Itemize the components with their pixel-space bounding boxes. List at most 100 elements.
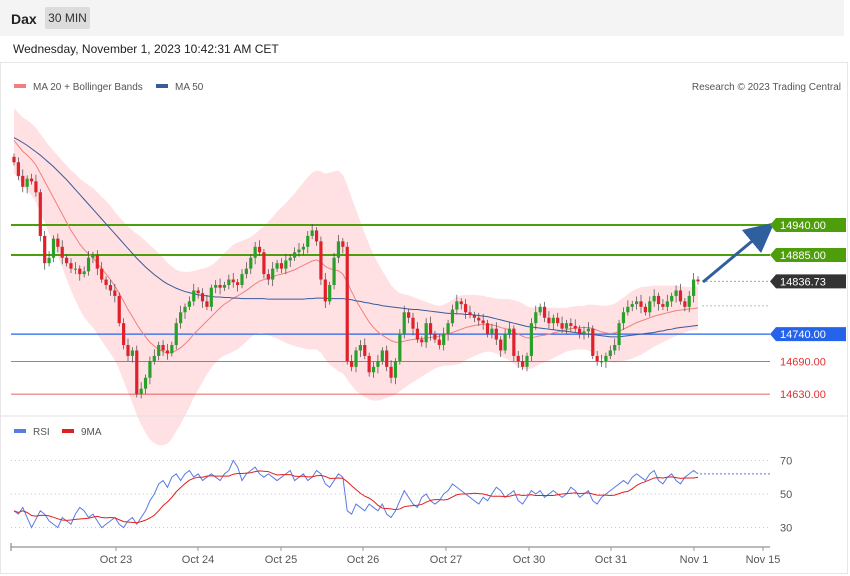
candle-down xyxy=(69,263,73,269)
candle-down xyxy=(126,345,130,356)
candle-down xyxy=(43,235,47,264)
candle-down xyxy=(196,290,200,294)
timeframe-button[interactable]: 30 MIN xyxy=(45,7,90,29)
candle-down xyxy=(656,295,661,305)
candle-down xyxy=(591,328,595,356)
candle-up xyxy=(192,290,196,302)
candle-up xyxy=(240,274,244,286)
rsi-legend-label: 9MA xyxy=(81,427,102,438)
level-tag-bg xyxy=(770,217,846,232)
candle-down xyxy=(481,320,485,324)
candle-up xyxy=(25,178,29,187)
credit-text: Research © 2023 Trading Central xyxy=(692,82,841,93)
candle-down xyxy=(350,361,354,367)
projection-arrow xyxy=(702,222,775,284)
x-axis-label: Nov 15 xyxy=(746,554,781,566)
candle-up xyxy=(652,295,656,302)
candle-down xyxy=(499,339,503,351)
candle-down xyxy=(117,295,121,324)
x-axis-label: Oct 27 xyxy=(430,554,462,566)
instrument-title: Dax xyxy=(11,11,37,27)
level-tag-bg xyxy=(770,248,846,262)
candle-up xyxy=(398,334,402,362)
candle-down xyxy=(512,328,516,356)
legend-label: MA 20 + Bollinger Bands xyxy=(33,82,143,93)
candle-down xyxy=(683,301,687,307)
candle-up xyxy=(564,323,569,329)
candle-down xyxy=(56,238,60,247)
candle-down xyxy=(477,317,481,321)
candle-down xyxy=(266,274,270,280)
candle-up xyxy=(249,257,253,269)
candle-up xyxy=(604,355,608,362)
candle-down xyxy=(161,345,165,351)
candle-up xyxy=(534,312,538,324)
candle-up xyxy=(442,334,446,346)
candle-up xyxy=(538,306,542,313)
candle-down xyxy=(363,345,367,356)
candle-down xyxy=(60,246,64,258)
rsi-line xyxy=(13,459,699,529)
candle-down xyxy=(16,162,20,176)
candle-up xyxy=(630,304,634,307)
x-axis-label: Oct 23 xyxy=(100,554,132,566)
candle-up xyxy=(244,268,248,275)
x-axis-label: Oct 25 xyxy=(265,554,297,566)
candle-up xyxy=(51,238,56,258)
candle-up xyxy=(626,306,630,313)
candle-down xyxy=(639,301,643,307)
level-tag-bg xyxy=(770,327,846,342)
candle-up xyxy=(608,350,612,356)
candle-down xyxy=(345,246,349,362)
level-tag-label: 14940.00 xyxy=(780,220,826,232)
candle-down xyxy=(104,279,108,286)
candle-up xyxy=(227,279,231,286)
candle-up xyxy=(183,306,187,313)
x-axis-label: Nov 1 xyxy=(680,554,709,566)
candle-up xyxy=(635,301,639,305)
candle-down xyxy=(218,285,222,288)
candle-down xyxy=(21,175,25,187)
level-tag-label: 14885.00 xyxy=(780,250,826,262)
candle-down xyxy=(521,361,525,367)
x-axis-label: Oct 31 xyxy=(595,554,627,566)
candle-up xyxy=(393,361,398,378)
level-tag-label: 14740.00 xyxy=(780,329,826,341)
rsi-ma-line xyxy=(13,470,699,524)
candle-up xyxy=(82,271,86,275)
candle-down xyxy=(122,323,126,346)
candle-up xyxy=(354,350,358,367)
candle-up xyxy=(47,257,51,264)
candle-down xyxy=(696,279,700,282)
bollinger-band xyxy=(14,107,698,446)
candle-up xyxy=(674,290,678,296)
rsi-tick-label: 50 xyxy=(780,489,792,501)
candle-down xyxy=(12,156,16,163)
candle-down xyxy=(407,312,411,318)
candle-down xyxy=(65,257,69,264)
legend-swatch xyxy=(14,84,26,88)
candle-up xyxy=(174,323,178,346)
candle-down xyxy=(257,246,262,253)
candle-down xyxy=(113,290,117,296)
rsi-legend-swatch xyxy=(62,429,74,433)
candle-down xyxy=(95,255,99,269)
candle-down xyxy=(468,312,472,316)
candle-up xyxy=(586,328,590,332)
candle-up xyxy=(446,323,450,335)
candle-down xyxy=(459,301,463,305)
candle-down xyxy=(135,350,139,395)
candle-up xyxy=(139,388,143,395)
candle-down xyxy=(556,317,560,324)
candle-up xyxy=(687,295,691,307)
candle-down xyxy=(494,328,498,340)
candle-down xyxy=(100,268,104,280)
candle-up xyxy=(529,323,533,356)
candle-up xyxy=(670,295,674,302)
candle-up xyxy=(599,361,604,363)
candle-down xyxy=(319,241,323,280)
candle-down xyxy=(678,290,683,302)
candle-down xyxy=(34,181,38,193)
candle-down xyxy=(231,279,235,283)
